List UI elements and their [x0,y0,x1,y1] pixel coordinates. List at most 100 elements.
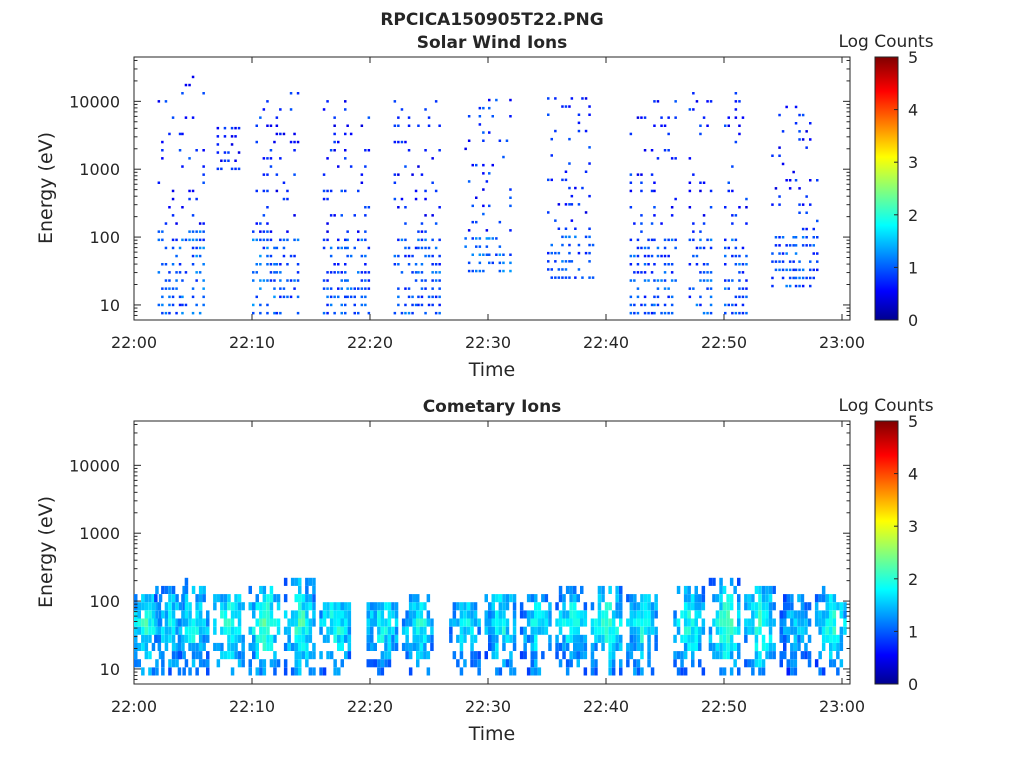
spectrogram-pixel [793,634,798,643]
spectrogram-pixel [459,610,464,619]
spectrogram-pixel [275,189,279,193]
spectrogram-pixel [329,602,334,611]
spectrogram-pixel [785,268,788,272]
colorbar-label: Log Counts [838,396,933,416]
spectrogram-pixel [161,659,165,668]
spectrogram-pixel [805,244,808,247]
spectrogram-pixel [785,105,788,109]
spectrogram-pixel [154,618,158,627]
spectrogram-pixel [416,642,420,651]
spectrogram-pixel [691,659,695,668]
spectrogram-pixel [537,626,542,635]
spectrogram-pixel [191,254,195,258]
spectrogram-pixel [488,98,491,102]
spectrogram-pixel [426,594,431,603]
spectrogram-pixel [688,263,692,266]
spectrogram-pixel [745,206,748,209]
spectrogram-pixel [548,610,552,619]
spectrogram-pixel [419,610,424,619]
spectrogram-pixel [692,254,695,258]
spectrogram-pixel [573,626,577,635]
spectrogram-pixel [298,618,302,627]
spectrogram-pixel [191,116,195,119]
spectrogram-pixel [608,651,612,660]
spectrogram-pixel [502,269,505,273]
y-tick-label: 100 [89,592,120,611]
spectrogram-pixel [367,311,371,315]
y-tick-label: 10000 [69,92,120,111]
spectrogram-pixel [807,651,812,660]
spectrogram-pixel [590,602,595,611]
spectrogram-pixel [269,157,273,160]
spectrogram-pixel [812,236,815,239]
spectrogram-pixel [653,263,656,266]
spectrogram-pixel [715,651,720,660]
spectrogram-pixel [647,626,651,635]
spectrogram-pixel [674,100,677,103]
spectrogram-pixel [216,594,221,603]
spectrogram-pixel [286,230,289,233]
spectrogram-pixel [629,634,634,643]
spectrogram-pixel [534,626,538,635]
spectrogram-pixel [151,642,156,651]
spectrogram-pixel [629,642,634,651]
spectrogram-pixel [797,626,801,635]
spectrogram-pixel [269,642,274,651]
spectrogram-pixel [178,295,182,299]
spectrogram-pixel [591,243,595,247]
spectrogram-pixel [202,295,205,299]
spectrogram-pixel [667,287,670,290]
spectrogram-pixel [814,594,819,603]
spectrogram-pixel [534,602,538,611]
spectrogram-pixel [188,618,192,627]
spectrogram-pixel [633,222,636,225]
spectrogram-pixel [387,618,392,627]
spectrogram-pixel [134,634,138,643]
spectrogram-pixel [171,197,175,201]
spectrogram-pixel [761,642,766,651]
spectrogram-pixel [821,585,826,594]
spectrogram-pixel [408,618,413,627]
spectrogram-pixel [397,116,400,119]
spectrogram-pixel [523,642,527,651]
spectrogram-pixel [715,618,720,627]
spectrogram-pixel [576,651,580,660]
spectrogram-pixel [709,206,713,209]
spectrogram-pixel [505,626,510,635]
spectrogram-pixel [171,618,176,627]
spectrogram-pixel [619,659,623,668]
spectrogram-pixel [805,227,808,231]
spectrogram-pixel [168,667,172,676]
spectrogram-pixel [184,659,189,668]
spectrogram-pixel [564,170,568,173]
spectrogram-pixel [234,135,237,138]
spectrogram-pixel [663,287,667,290]
spectrogram-pixel [688,157,692,160]
spectrogram-pixel [781,260,785,263]
spectrogram-pixel [470,610,474,619]
spectrogram-pixel [636,263,640,266]
spectrogram-pixel [738,263,741,266]
spectrogram-pixel [175,311,178,315]
spectrogram-pixel [391,610,395,619]
spectrogram-pixel [502,618,506,627]
spectrogram-pixel [252,634,256,643]
spectrogram-pixel [298,577,302,586]
spectrogram-pixel [786,626,790,635]
spectrogram-pixel [573,634,577,643]
spectrogram-pixel [134,651,138,660]
spectrogram-pixel [273,667,277,676]
spectrogram-pixel [161,626,165,635]
spectrogram-pixel [364,254,367,258]
spectrogram-pixel [198,659,203,668]
spectrogram-pixel [423,634,427,643]
spectrogram-pixel [326,287,329,290]
spectrogram-pixel [779,659,783,668]
spectrogram-pixel [259,610,263,619]
spectrogram-pixel [663,254,667,258]
spectrogram-pixel [793,618,798,627]
spectrogram-pixel [286,279,289,282]
spectrogram-pixel [195,667,199,676]
spectrogram-pixel [357,238,360,242]
spectrogram-pixel [737,602,741,611]
